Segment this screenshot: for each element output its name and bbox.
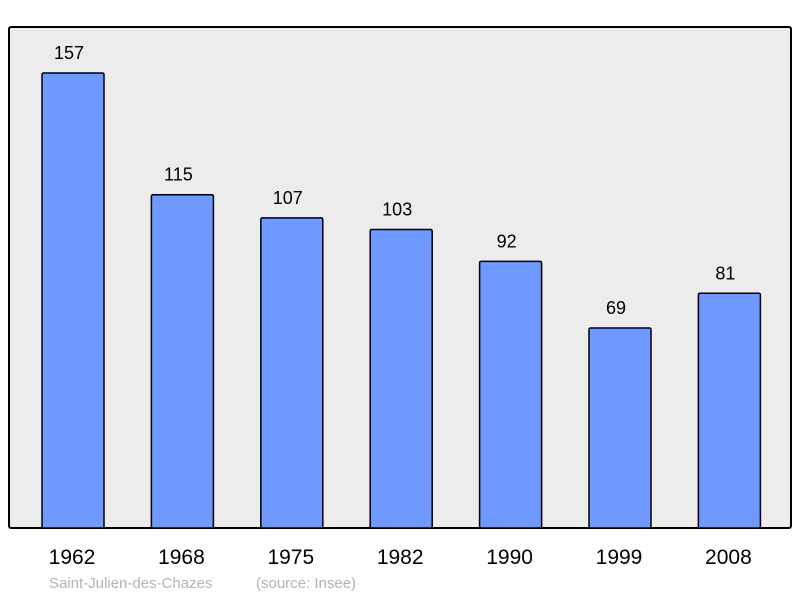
footer-source: (source: Insee) (256, 575, 357, 592)
x-tick-label-1962: 1962 (49, 546, 96, 569)
data-label-1962: 157 (54, 43, 84, 63)
data-label-1975: 107 (273, 188, 303, 208)
data-label-2008: 81 (715, 263, 735, 283)
bar-1968 (150, 193, 215, 529)
footer-place: Saint-Julien-des-Chazes (49, 575, 213, 592)
bar-2008 (697, 292, 762, 529)
x-tick-label-1975: 1975 (267, 546, 314, 569)
x-tick-label-1990: 1990 (486, 546, 533, 569)
data-label-1999: 69 (606, 298, 626, 318)
bar-1962 (41, 72, 105, 529)
data-label-1968: 115 (164, 165, 193, 185)
bar-1975 (260, 217, 324, 529)
data-label-1982: 103 (382, 199, 412, 219)
x-tick-label-1982: 1982 (377, 546, 424, 569)
x-tick-label-1968: 1968 (158, 546, 205, 569)
x-tick-label-1999: 1999 (596, 546, 643, 569)
data-label-1990: 92 (497, 231, 517, 251)
x-tick-label-2008: 2008 (705, 546, 752, 569)
bar-1999 (588, 327, 652, 529)
bar-1982 (369, 228, 433, 529)
bar-1990 (478, 260, 543, 529)
